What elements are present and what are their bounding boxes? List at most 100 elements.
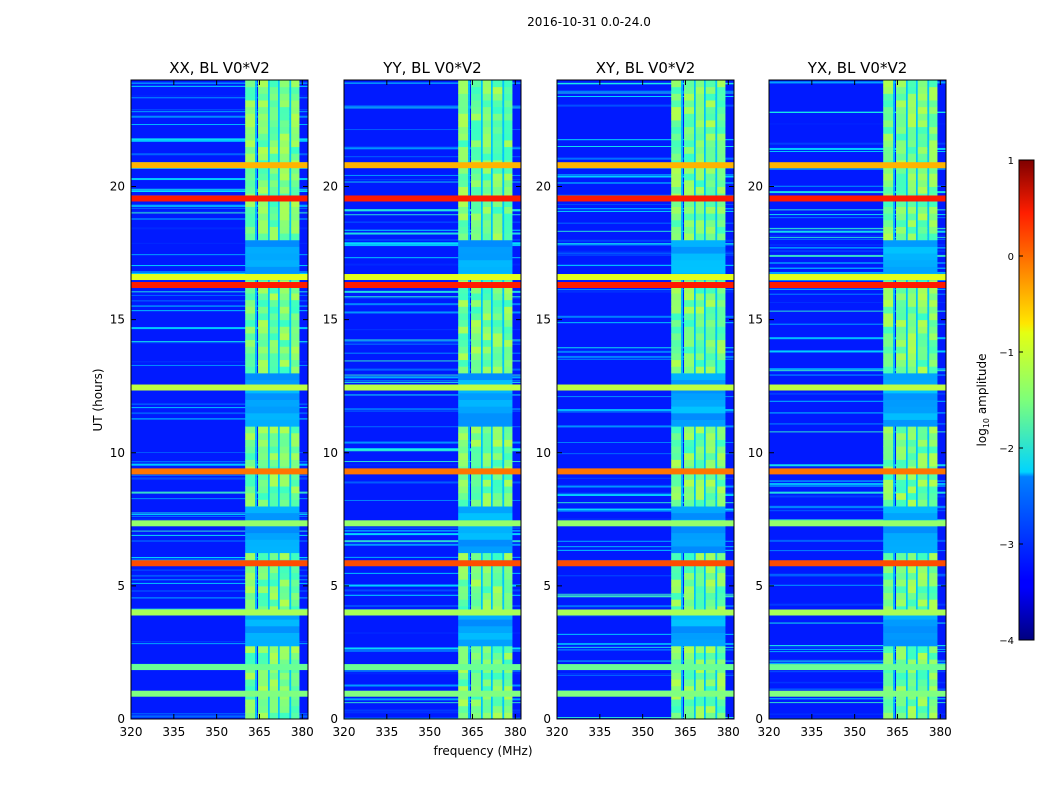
band-cell <box>716 432 726 440</box>
y-tick-label: 10 <box>536 446 551 460</box>
band-cell <box>883 426 894 434</box>
noise-stripe <box>344 157 521 159</box>
band-cell <box>684 293 695 301</box>
band-cell <box>269 339 279 347</box>
band-gap <box>916 306 918 314</box>
band-gap <box>906 126 908 134</box>
noise-stripe <box>131 109 308 111</box>
band-cell <box>482 572 492 580</box>
band-gap <box>278 552 280 560</box>
band-cell <box>471 179 482 187</box>
band-gap <box>278 312 280 321</box>
band-gap <box>927 712 930 719</box>
band-gap <box>468 166 470 174</box>
noise-stripe <box>344 244 521 246</box>
noise-stripe <box>557 508 734 510</box>
noise-stripe <box>131 227 308 230</box>
band-cell <box>269 86 279 94</box>
band-gap <box>268 99 270 108</box>
band-cell <box>279 106 290 114</box>
noise-stripe <box>131 211 308 213</box>
band-gap <box>893 99 895 108</box>
band-gap <box>906 286 908 294</box>
band-gap <box>927 599 930 607</box>
band-cell <box>503 366 513 374</box>
band-gap <box>893 139 895 148</box>
band-gap <box>681 479 683 487</box>
band-cell <box>917 492 928 500</box>
band-cell <box>671 585 682 594</box>
noise-stripe <box>131 85 308 87</box>
band-gap <box>278 439 280 447</box>
band-gap <box>491 99 493 108</box>
band-gap <box>694 685 696 693</box>
band-gap <box>289 565 292 574</box>
band-cell <box>492 652 503 660</box>
rfi-line <box>131 274 308 281</box>
band-cell <box>492 233 503 241</box>
band-cell <box>245 259 300 267</box>
band-cell <box>695 446 705 454</box>
band-cell <box>279 652 290 660</box>
x-tick-label: 350 <box>631 725 654 739</box>
noise-stripe <box>769 702 946 704</box>
band-cell <box>492 592 503 600</box>
band-cell <box>907 712 917 719</box>
band-gap <box>916 492 918 500</box>
band-cell <box>492 286 503 294</box>
band-cell <box>503 206 513 214</box>
band-cell <box>503 659 513 667</box>
band-cell <box>279 86 290 94</box>
band-gap <box>681 599 683 607</box>
band-cell <box>917 572 928 580</box>
band-cell <box>503 672 513 680</box>
band-gap <box>681 153 683 161</box>
band-cell <box>695 585 705 594</box>
band-gap <box>681 712 683 719</box>
band-gap <box>481 326 483 334</box>
band-gap <box>681 319 683 327</box>
band-gap <box>268 705 270 713</box>
band-cell <box>290 186 300 194</box>
band-cell <box>883 439 894 447</box>
band-gap <box>906 486 908 494</box>
band-gap <box>715 439 718 447</box>
band-gap <box>681 332 683 341</box>
band-cell <box>245 652 256 660</box>
band-gap <box>927 299 930 307</box>
band-gap <box>268 599 270 607</box>
band-gap <box>278 179 280 187</box>
band-cell <box>458 545 513 554</box>
band-gap <box>502 552 505 560</box>
band-gap <box>694 346 696 354</box>
band-cell <box>671 452 682 460</box>
band-cell <box>245 199 256 207</box>
band-cell <box>671 552 682 560</box>
band-cell <box>671 99 682 108</box>
band-gap <box>927 146 930 154</box>
band-cell <box>928 359 938 367</box>
band-cell <box>907 552 917 560</box>
rfi-line <box>769 162 946 169</box>
band-gap <box>916 226 918 234</box>
noise-stripe <box>769 659 946 661</box>
band-cell <box>458 532 513 540</box>
noise-stripe <box>557 493 734 496</box>
band-gap <box>927 226 930 234</box>
noise-stripe <box>131 403 308 405</box>
band-cell <box>705 346 716 354</box>
band-cell <box>279 492 290 500</box>
heatmap-image <box>131 80 308 719</box>
band-cell <box>503 113 513 121</box>
band-gap <box>715 432 718 440</box>
noise-stripe <box>557 194 734 196</box>
band-gap <box>502 133 505 141</box>
band-gap <box>704 366 706 374</box>
band-cell <box>716 672 726 680</box>
band-cell <box>684 452 695 460</box>
band-gap <box>704 126 706 134</box>
band-gap <box>481 565 483 574</box>
band-cell <box>928 679 938 687</box>
band-gap <box>468 705 470 713</box>
band-cell <box>245 432 256 440</box>
